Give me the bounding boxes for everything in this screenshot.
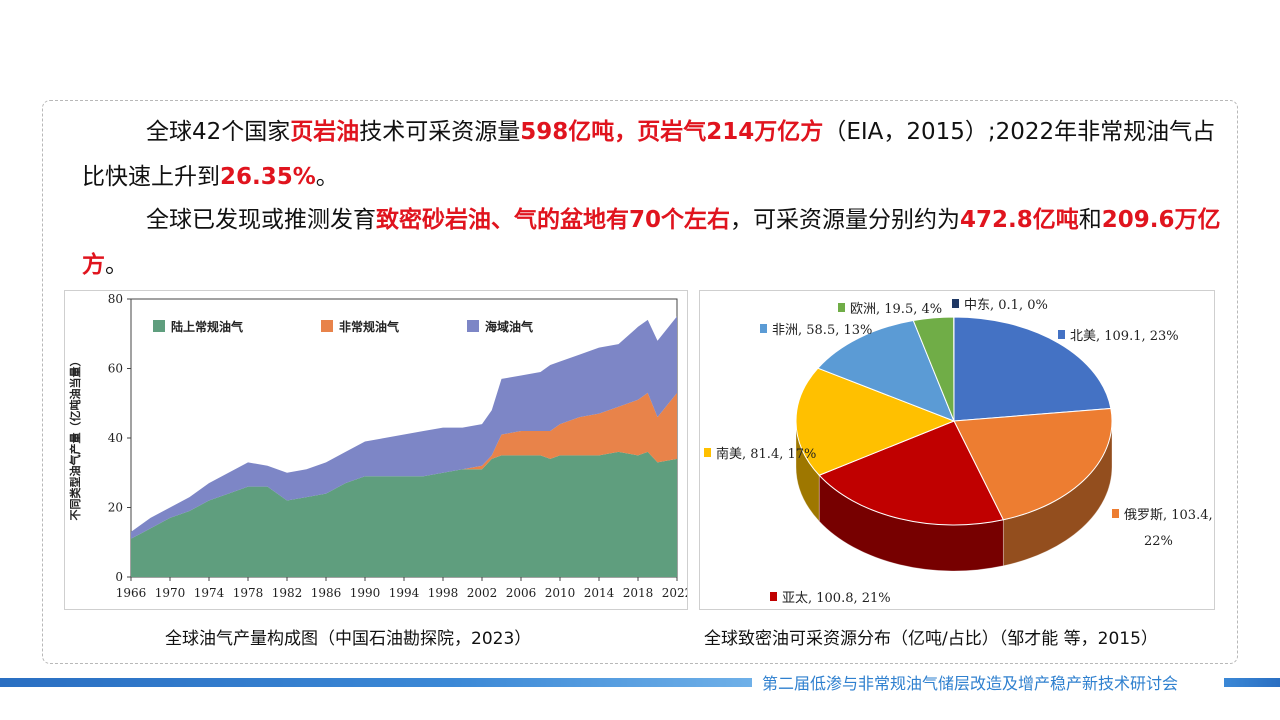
pie-label-marker xyxy=(704,448,711,457)
pie-label: 中东, 0.1, 0% xyxy=(964,298,1048,313)
paragraph-tight-sandstone: 全球已发现或推测发育致密砂岩油、气的盆地有70个左右，可采资源量分别约为472.… xyxy=(82,198,1224,288)
p1-period: 。 xyxy=(315,164,339,190)
p1-highlight-percent: 26.35% xyxy=(220,164,316,190)
footer-conference-title: 第二届低渗与非常规油气储层改造及增产稳产新技术研讨会 xyxy=(762,674,1179,693)
pie-slice-4 xyxy=(795,367,956,476)
pie-label: 非洲, 58.5, 13% xyxy=(772,323,872,338)
left-chart-caption: 全球油气产量构成图（中国石油勘探院，2023） xyxy=(165,629,532,649)
p1-comma: ， xyxy=(614,119,638,145)
pie-label: 俄罗斯, 103.4, xyxy=(1124,508,1213,523)
p1-text-a: 全球42个国家 xyxy=(146,119,291,145)
paragraph-shale-resources: 全球42个国家页岩油技术可采资源量598亿吨，页岩气214万亿方（EIA，201… xyxy=(82,110,1224,200)
x-tick-label: 2002 xyxy=(467,586,498,600)
legend-swatch xyxy=(467,320,479,332)
y-tick-label: 80 xyxy=(108,292,123,306)
legend-swatch xyxy=(153,320,165,332)
area-series-2 xyxy=(131,392,677,539)
footer-bar-right xyxy=(1224,678,1280,687)
pie-label-marker xyxy=(770,592,777,601)
pie-slice-1 xyxy=(953,316,1112,422)
p1-highlight-shale-oil: 页岩油 xyxy=(290,119,360,145)
right-chart-caption: 全球致密油可采资源分布（亿吨/占比）（邹才能 等，2015） xyxy=(704,629,1158,649)
p1-highlight-598: 598亿吨 xyxy=(520,119,615,145)
x-tick-label: 2010 xyxy=(545,586,576,600)
x-tick-label: 1990 xyxy=(350,586,381,600)
p2-text-a: 全球已发现或推测发育 xyxy=(146,207,376,233)
x-tick-label: 1998 xyxy=(428,586,459,600)
y-axis-label: 不同类型油气产量（亿吨油当量） xyxy=(68,356,82,521)
content-frame xyxy=(42,100,1238,664)
pie-label-marker xyxy=(838,303,845,312)
pie-label: 欧洲, 19.5, 4% xyxy=(850,302,942,317)
x-tick-label: 2018 xyxy=(623,586,654,600)
pie-label-marker xyxy=(1112,509,1119,518)
y-tick-label: 40 xyxy=(108,431,123,445)
pie-label-pct: 22% xyxy=(1144,534,1173,549)
production-area-chart: 0 20 40 60 80 1966 1970 1974 1978 1982 1986 1990 199… xyxy=(64,290,692,610)
pie-label-marker xyxy=(1058,330,1065,339)
legend-label: 陆上常规油气 xyxy=(171,319,243,334)
pie-label: 南美, 81.4, 17% xyxy=(716,446,816,462)
x-tick-label: 1982 xyxy=(272,586,303,600)
p2-text-e: 和 xyxy=(1078,207,1102,233)
x-tick-label: 1970 xyxy=(155,586,186,600)
x-tick-label: 1986 xyxy=(311,586,342,600)
p2-highlight-209: 209.6万亿方 xyxy=(82,207,1221,278)
pie-label: 北美, 109.1, 23% xyxy=(1070,329,1179,344)
area-chart-svg: 0 20 40 60 80 1966 1970 1974 1978 1982 1986 1990 199… xyxy=(68,292,692,600)
p2-text-c: ，可采资源量分别约为 xyxy=(730,207,961,233)
pie-slice-3 xyxy=(818,420,1005,526)
pie-slice-5 xyxy=(817,319,955,422)
x-tick-label: 1966 xyxy=(116,586,147,600)
x-tick-label: 2014 xyxy=(584,586,615,600)
x-tick-label: 2006 xyxy=(506,586,537,600)
x-tick-label: 2022 xyxy=(662,586,687,600)
footer-bar-left xyxy=(0,678,752,687)
p1-text-g: （EIA，2015）;2022年非常规油气占比快速上升到 xyxy=(82,119,1216,190)
p1-text-c: 技术可采资源量 xyxy=(359,119,521,145)
pie-slice-2 xyxy=(953,407,1113,521)
y-tick-label: 0 xyxy=(115,570,123,584)
legend-label: 海域油气 xyxy=(485,319,533,334)
x-tick-label: 1974 xyxy=(194,586,225,600)
x-tick-label: 1978 xyxy=(233,586,264,600)
p2-highlight-472: 472.8亿吨 xyxy=(960,207,1079,233)
legend-swatch xyxy=(321,320,333,332)
p2-period: 。 xyxy=(105,252,128,278)
pie-label-marker xyxy=(760,324,767,333)
x-tick-label: 1994 xyxy=(389,586,420,600)
area-series-3 xyxy=(131,316,677,539)
area-series-1 xyxy=(131,451,677,577)
y-tick-label: 20 xyxy=(108,501,123,515)
pie-label: 亚太, 100.8, 21% xyxy=(782,591,891,606)
pie-label-marker xyxy=(952,299,959,308)
p1-highlight-shale-gas: 页岩气214万亿方 xyxy=(637,119,824,145)
pie-chart-svg: 北美, 109.1, 23% 俄罗斯, 103.4, 22% 亚太, 100.8, 2… xyxy=(704,298,1213,606)
tight-oil-pie-chart: 北美, 109.1, 23% 俄罗斯, 103.4, 22% 亚太, 100.8, 2… xyxy=(699,290,1215,610)
y-tick-label: 60 xyxy=(108,362,123,376)
p2-highlight-basins: 致密砂岩油、气的盆地有70个左右 xyxy=(376,207,731,233)
legend-label: 非常规油气 xyxy=(339,319,399,334)
